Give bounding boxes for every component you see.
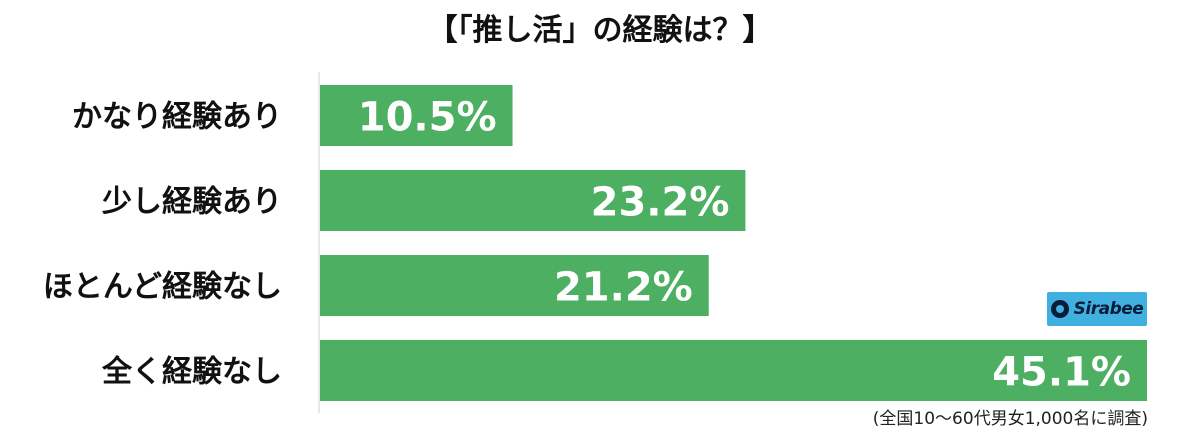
value-label-4: 45.1%	[992, 350, 1131, 396]
sirabee-logo: Sirabee	[1047, 292, 1147, 326]
value-label-3: 21.2%	[554, 265, 693, 311]
category-label-1: かなり経験あり	[72, 100, 282, 135]
bar-3	[320, 255, 709, 316]
category-label-3: ほとんど経験なし	[43, 270, 282, 305]
category-label-2: 少し経験あり	[102, 185, 282, 220]
category-label-4: 全く経験なし	[101, 355, 282, 390]
bar-4	[320, 340, 1147, 401]
sirabee-logo-icon	[1050, 300, 1069, 318]
chart-title: 【「推し活」の経験は？】	[427, 13, 773, 48]
bar-2	[320, 170, 746, 231]
bars-group: かなり経験あり 10.5% 少し経験あり 23.2% ほとんど経験なし 21.2% 全く経験…	[43, 85, 1147, 401]
survey-note: (全国10〜60代男女1,000名に調査)	[872, 409, 1148, 429]
value-label-2: 23.2%	[591, 180, 730, 226]
value-label-1: 10.5%	[358, 95, 497, 141]
bar-1	[320, 85, 513, 146]
sirabee-logo-text: Sirabee	[1073, 299, 1144, 319]
